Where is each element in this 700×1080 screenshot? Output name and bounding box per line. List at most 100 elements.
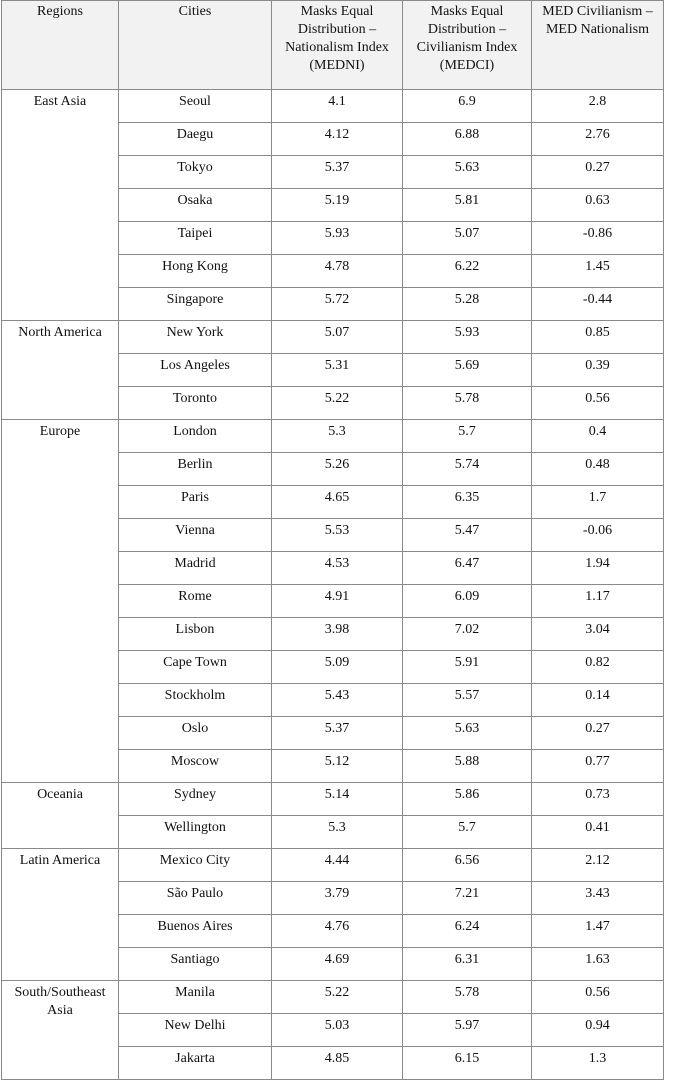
medni-value: 5.37 xyxy=(271,155,403,189)
difference-value: 3.04 xyxy=(531,617,664,651)
table-row: Stockholm 5.43 5.57 0.14 xyxy=(2,683,664,717)
difference-value: -0.06 xyxy=(531,518,664,552)
city: New Delhi xyxy=(118,1013,272,1047)
city: Jakarta xyxy=(118,1046,272,1080)
column-header: Cities xyxy=(118,0,272,90)
city: London xyxy=(118,419,272,453)
city: New York xyxy=(118,320,272,354)
difference-value: 0.14 xyxy=(531,683,664,717)
table-row: Rome 4.91 6.09 1.17 xyxy=(2,584,664,618)
data-table: Regions Cities Masks Equal Distribution – … xyxy=(1,0,664,1080)
table-body: East Asia Seoul 4.1 6.9 2.8 Daegu 4.12 6.88 2.76… xyxy=(1,89,664,1080)
medni-value: 5.72 xyxy=(271,287,403,321)
difference-value: 1.94 xyxy=(531,551,664,585)
table-header: Regions Cities Masks Equal Distribution – … xyxy=(1,0,664,90)
medni-value: 4.78 xyxy=(271,254,403,288)
medni-value: 5.43 xyxy=(271,683,403,717)
medni-value: 5.31 xyxy=(271,353,403,387)
difference-value: 1.7 xyxy=(531,485,664,519)
table-row: South/Southeast Asia Manila 5.22 5.78 0.56 xyxy=(1,980,664,1080)
difference-value: 0.39 xyxy=(531,353,664,387)
medni-value: 5.3 xyxy=(271,815,403,849)
medci-value: 5.78 xyxy=(402,980,532,1014)
medci-value: 5.57 xyxy=(402,683,532,717)
medci-value: 5.63 xyxy=(402,716,532,750)
city: Daegu xyxy=(118,122,272,156)
medci-value: 5.28 xyxy=(402,287,532,321)
city: Vienna xyxy=(118,518,272,552)
difference-value: 2.12 xyxy=(531,848,664,882)
medni-value: 5.14 xyxy=(271,782,403,816)
table-row: Oceania Sydney 5.14 5.86 0.73 xyxy=(1,782,664,849)
city: Seoul xyxy=(118,89,272,123)
medni-value: 3.98 xyxy=(271,617,403,651)
difference-value: 0.48 xyxy=(531,452,664,486)
difference-value: 1.45 xyxy=(531,254,664,288)
table-row: Osaka 5.19 5.81 0.63 xyxy=(2,188,664,222)
difference-value: 3.43 xyxy=(531,881,664,915)
medni-value: 5.22 xyxy=(271,980,403,1014)
table-row: Daegu 4.12 6.88 2.76 xyxy=(2,122,664,156)
medni-value: 4.65 xyxy=(271,485,403,519)
city: Rome xyxy=(118,584,272,618)
table-row: Toronto 5.22 5.78 0.56 xyxy=(2,386,664,420)
difference-value: 0.73 xyxy=(531,782,664,816)
medci-value: 6.47 xyxy=(402,551,532,585)
region: Oceania xyxy=(1,782,119,849)
medci-value: 7.02 xyxy=(402,617,532,651)
table-row: São Paulo 3.79 7.21 3.43 xyxy=(2,881,664,915)
table-row: Moscow 5.12 5.88 0.77 xyxy=(2,749,664,783)
medci-value: 6.09 xyxy=(402,584,532,618)
city: Madrid xyxy=(118,551,272,585)
city: Oslo xyxy=(118,716,272,750)
medci-value: 7.21 xyxy=(402,881,532,915)
table-row: Lisbon 3.98 7.02 3.04 xyxy=(2,617,664,651)
table-row: Latin America Mexico City 4.44 6.56 2.12 xyxy=(1,848,664,981)
region: South/Southeast Asia xyxy=(1,980,119,1080)
city: Paris xyxy=(118,485,272,519)
region: East Asia xyxy=(1,89,119,321)
medci-value: 5.91 xyxy=(402,650,532,684)
city: Hong Kong xyxy=(118,254,272,288)
medci-value: 5.74 xyxy=(402,452,532,486)
city: Santiago xyxy=(118,947,272,981)
column-header: Masks Equal Distribution – Nationalism I… xyxy=(271,0,403,90)
medni-value: 5.12 xyxy=(271,749,403,783)
difference-value: 0.85 xyxy=(531,320,664,354)
medci-value: 5.88 xyxy=(402,749,532,783)
table-row: Vienna 5.53 5.47 -0.06 xyxy=(2,518,664,552)
medni-value: 4.69 xyxy=(271,947,403,981)
medni-value: 5.03 xyxy=(271,1013,403,1047)
medni-value: 4.44 xyxy=(271,848,403,882)
medci-value: 5.86 xyxy=(402,782,532,816)
city: Los Angeles xyxy=(118,353,272,387)
city: Manila xyxy=(118,980,272,1014)
medni-value: 5.09 xyxy=(271,650,403,684)
medci-value: 5.69 xyxy=(402,353,532,387)
city: Cape Town xyxy=(118,650,272,684)
difference-value: 0.77 xyxy=(531,749,664,783)
medci-value: 6.56 xyxy=(402,848,532,882)
difference-value: 0.41 xyxy=(531,815,664,849)
city: Buenos Aires xyxy=(118,914,272,948)
city: Sydney xyxy=(118,782,272,816)
column-header: Regions xyxy=(1,0,119,90)
medci-value: 5.78 xyxy=(402,386,532,420)
medni-value: 5.37 xyxy=(271,716,403,750)
difference-value: 1.47 xyxy=(531,914,664,948)
table-row: Tokyo 5.37 5.63 0.27 xyxy=(2,155,664,189)
table-row: Hong Kong 4.78 6.22 1.45 xyxy=(2,254,664,288)
difference-value: 1.63 xyxy=(531,947,664,981)
region: North America xyxy=(1,320,119,420)
medci-value: 6.24 xyxy=(402,914,532,948)
city: Osaka xyxy=(118,188,272,222)
medni-value: 5.93 xyxy=(271,221,403,255)
difference-value: 0.63 xyxy=(531,188,664,222)
difference-value: 2.8 xyxy=(531,89,664,123)
column-header: Masks Equal Distribution – Civilianism I… xyxy=(402,0,532,90)
table-row: Cape Town 5.09 5.91 0.82 xyxy=(2,650,664,684)
medni-value: 5.19 xyxy=(271,188,403,222)
medci-value: 5.93 xyxy=(402,320,532,354)
city: Tokyo xyxy=(118,155,272,189)
